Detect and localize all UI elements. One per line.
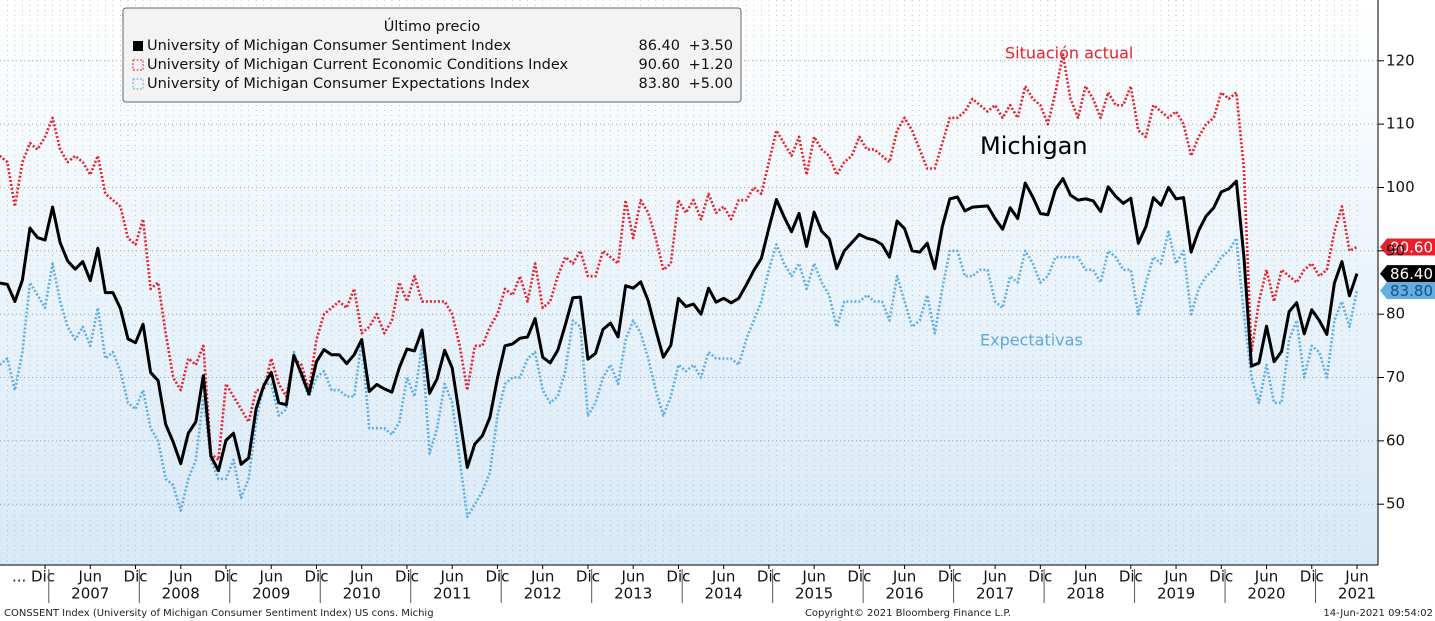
footer-right: 14-Jun-2021 09:54:02: [1323, 608, 1433, 619]
x-tick-label: Dic: [124, 568, 148, 586]
x-tick-label: Jun: [982, 568, 1006, 586]
series-line: [0, 177, 1359, 473]
x-tick-label: Dic: [214, 568, 238, 586]
x-tick-label: Jun: [349, 568, 373, 586]
last-value-tag: [1380, 282, 1435, 300]
x-tick-label: Dic: [395, 568, 419, 586]
year-label: 2016: [886, 585, 924, 603]
y-tick-label: 110: [1386, 115, 1415, 133]
x-tick-label: Dic: [757, 568, 781, 586]
legend-last: 90.60: [638, 57, 680, 73]
legend-change: +1.20: [689, 57, 733, 73]
year-label: 2011: [433, 585, 471, 603]
year-label: 2012: [524, 585, 562, 603]
year-label: 2010: [343, 585, 381, 603]
legend-last: 86.40: [638, 38, 680, 54]
x-tick-label: Jun: [530, 568, 554, 586]
legend-label: University of Michigan Consumer Sentimen…: [147, 38, 511, 54]
x-tick-label: Dic: [847, 568, 871, 586]
x-tick-label: Jun: [711, 568, 735, 586]
x-tick-label: Jun: [439, 568, 463, 586]
x-tick-label: Jun: [620, 568, 644, 586]
year-label: 2008: [162, 585, 200, 603]
last-value-label: 83.80: [1390, 282, 1433, 300]
last-value-tag: [1380, 238, 1435, 256]
x-tick-label: Jun: [78, 568, 102, 586]
legend-change: +5.00: [689, 76, 733, 92]
x-tick-label: ... Dic: [12, 568, 55, 586]
annotation: Situación actual: [1005, 44, 1133, 63]
year-label: 2007: [71, 585, 109, 603]
series-line: [0, 230, 1359, 519]
x-tick-label: Dic: [1028, 568, 1052, 586]
x-tick-label: Jun: [1344, 568, 1368, 586]
year-label: 2009: [252, 585, 290, 603]
footer-center: Copyright© 2021 Bloomberg Finance L.P.: [805, 608, 1011, 619]
legend-label: University of Michigan Current Economic …: [147, 57, 569, 73]
legend-marker: [132, 78, 144, 90]
last-value-tag: [1380, 265, 1435, 283]
y-tick-label: 60: [1386, 431, 1405, 449]
legend-label: University of Michigan Consumer Expectat…: [147, 76, 530, 92]
legend-box: [122, 7, 742, 103]
y-tick-label: 80: [1386, 305, 1405, 323]
footer-left: CONSSENT Index (University of Michigan C…: [4, 608, 434, 619]
x-tick-label: Dic: [304, 568, 328, 586]
annotation: Michigan: [980, 132, 1088, 160]
x-tick-label: Dic: [1300, 568, 1324, 586]
y-tick-label: 120: [1386, 51, 1415, 69]
legend-title: Último precio: [384, 17, 481, 35]
legend-marker: [133, 41, 143, 51]
x-tick-label: Jun: [1254, 568, 1278, 586]
year-label: 2019: [1157, 585, 1195, 603]
x-tick-label: Jun: [168, 568, 192, 586]
legend: Último precio University of Michigan Con…: [122, 7, 742, 103]
year-label: 2015: [795, 585, 833, 603]
x-tick-label: Dic: [666, 568, 690, 586]
x-tick-label: Dic: [1119, 568, 1143, 586]
last-value-label: 86.40: [1390, 265, 1433, 283]
y-tick-label: 50: [1386, 495, 1405, 513]
annotation: Expectativas: [980, 331, 1083, 350]
x-tick-label: Jun: [1073, 568, 1097, 586]
year-label: 2013: [614, 585, 652, 603]
y-tick-label: 100: [1386, 178, 1415, 196]
x-tick-label: Dic: [1209, 568, 1233, 586]
legend-change: +3.50: [689, 38, 733, 54]
y-tick-label: 70: [1386, 368, 1405, 386]
year-label: 2014: [705, 585, 743, 603]
x-tick-label: Dic: [485, 568, 509, 586]
year-label: 2021: [1338, 585, 1376, 603]
x-tick-label: Jun: [259, 568, 283, 586]
year-label: 2020: [1247, 585, 1285, 603]
x-tick-label: Jun: [892, 568, 916, 586]
legend-last: 83.80: [638, 76, 680, 92]
legend-marker: [132, 59, 144, 71]
year-label: 2017: [976, 585, 1014, 603]
y-tick-label: 90: [1386, 241, 1405, 259]
x-tick-label: Dic: [576, 568, 600, 586]
x-tick-label: Dic: [938, 568, 962, 586]
year-label: 2018: [1066, 585, 1104, 603]
last-value-label: 90.60: [1390, 239, 1433, 257]
x-tick-label: Jun: [801, 568, 825, 586]
x-tick-label: Jun: [1163, 568, 1187, 586]
